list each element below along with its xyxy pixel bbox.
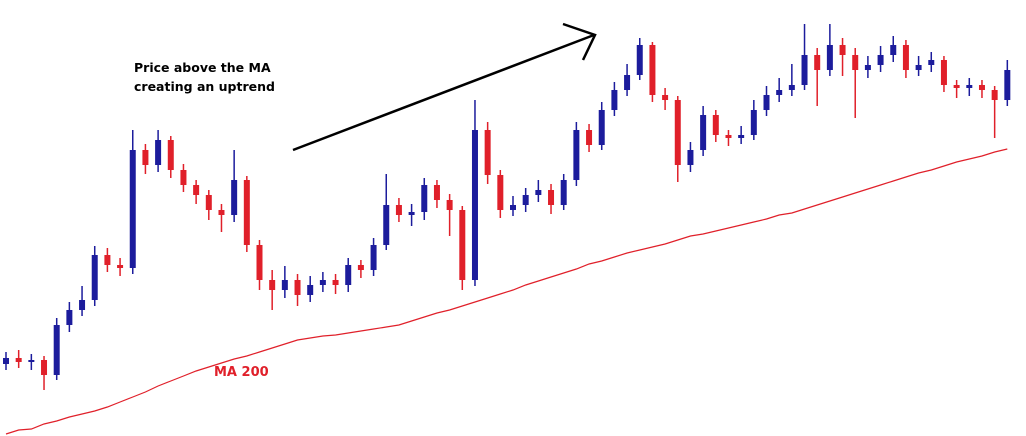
marks (3, 24, 1011, 435)
candle-body (243, 180, 250, 245)
candle-body (484, 130, 491, 175)
candle-body (560, 180, 567, 205)
candle-body (433, 185, 440, 200)
candle-body (28, 360, 35, 362)
candle-body (522, 195, 529, 205)
candle-body (142, 150, 149, 165)
candle-body (915, 65, 922, 70)
candle-body (446, 200, 453, 210)
candle-body (674, 100, 681, 165)
candle-body (1004, 70, 1011, 100)
candle-body (395, 205, 402, 215)
candle-body (826, 45, 833, 70)
candle-body (497, 175, 504, 210)
candle-body (763, 95, 770, 110)
candle-body (649, 45, 656, 95)
candle-body (256, 245, 263, 280)
candle-body (66, 310, 73, 325)
candle-body (471, 130, 478, 280)
candle-body (548, 190, 555, 205)
candle-body (167, 140, 174, 170)
candle-body (269, 280, 276, 290)
candle-body (814, 55, 821, 70)
candle-body (890, 45, 897, 55)
candle-body (636, 45, 643, 75)
candle-body (928, 60, 935, 65)
candle-body (205, 195, 212, 210)
annotation-line: Price above the MA (134, 60, 271, 75)
candle-body (978, 85, 985, 90)
candle-body (357, 265, 364, 270)
ma-line (5, 148, 1008, 435)
candle-body (877, 55, 884, 65)
candle-body (864, 65, 871, 70)
candle-body (408, 212, 415, 215)
candle-body (459, 210, 466, 280)
candle-body (307, 285, 314, 295)
candle-body (281, 280, 288, 290)
candle-body (573, 130, 580, 180)
candle-body (991, 90, 998, 100)
candle-body (535, 190, 542, 195)
candle-body (598, 110, 605, 145)
candle-body (725, 135, 732, 138)
candle-body (218, 210, 225, 215)
candle-body (155, 140, 162, 165)
candle-body (3, 358, 9, 364)
ma-label: MA 200 (214, 365, 269, 380)
candle-body (231, 180, 238, 215)
candle-body (801, 55, 808, 85)
candle-body (91, 255, 98, 300)
candle-body (788, 85, 795, 90)
candle-body (624, 75, 631, 90)
candle-body (104, 255, 111, 265)
candle-body (79, 300, 86, 310)
candle-body (700, 115, 707, 150)
candle-body (294, 280, 301, 295)
candle-body (902, 45, 909, 70)
candle-body (421, 185, 428, 212)
candle-body (839, 45, 846, 55)
candle-body (345, 265, 352, 285)
candle-body (319, 280, 326, 285)
candle-body (852, 55, 859, 70)
candle-body (776, 90, 783, 95)
candle-body (586, 130, 593, 145)
trend-arrow (292, 33, 595, 152)
candle-body (953, 85, 960, 88)
candle-body (662, 95, 669, 100)
candle-body (15, 358, 22, 362)
annotation-line: creating an uptrend (134, 79, 275, 94)
arrow-head (562, 22, 597, 61)
candle-body (738, 135, 745, 138)
candle-body (687, 150, 694, 165)
candle-body (750, 110, 757, 135)
candle-body (180, 170, 187, 185)
candle-body (383, 205, 390, 245)
candle-body (510, 205, 516, 210)
candle-body (611, 90, 618, 110)
candle-body (712, 115, 719, 135)
candle-body (53, 325, 60, 375)
candle-body (332, 280, 339, 285)
candle-body (129, 150, 136, 268)
candle-body (966, 85, 973, 88)
candle-body (940, 60, 947, 85)
candle-body (193, 185, 200, 195)
candle-body (370, 245, 377, 270)
candle-body (41, 360, 48, 375)
candle-body (117, 265, 124, 268)
